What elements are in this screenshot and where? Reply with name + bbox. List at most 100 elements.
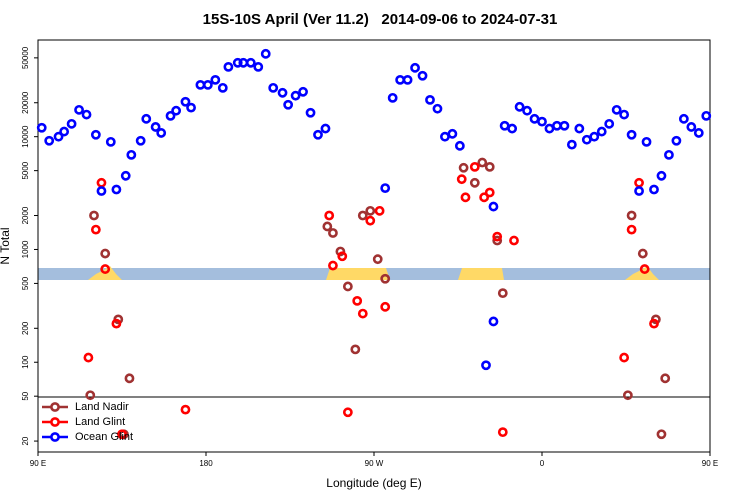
y-tick-label: 10000: [21, 125, 30, 148]
point: [432, 103, 443, 114]
point: [664, 149, 674, 160]
point: [481, 360, 491, 371]
point: [380, 273, 391, 284]
point: [328, 228, 338, 238]
point: [469, 177, 480, 188]
point: [566, 139, 577, 150]
point: [337, 251, 348, 262]
point: [492, 235, 503, 246]
point: [141, 113, 152, 124]
x-tick-label: 180: [199, 459, 213, 468]
point: [484, 187, 495, 198]
point: [660, 373, 671, 384]
x-tick-label: 90 E: [702, 459, 718, 468]
point: [604, 118, 615, 129]
point: [268, 82, 279, 93]
point: [342, 407, 353, 418]
point: [387, 92, 398, 103]
y-tick-label: 500: [21, 276, 30, 290]
point: [509, 235, 519, 246]
y-tick-label: 1000: [21, 240, 30, 258]
point: [120, 170, 131, 181]
point: [619, 352, 630, 363]
point: [634, 186, 644, 196]
point: [171, 105, 182, 116]
point: [447, 128, 458, 139]
point: [96, 186, 107, 196]
point: [85, 390, 96, 401]
point: [622, 390, 633, 401]
point: [469, 161, 480, 172]
point: [202, 79, 213, 90]
point: [150, 122, 161, 132]
point: [180, 96, 191, 107]
point: [678, 113, 689, 124]
point: [488, 316, 499, 327]
point: [298, 86, 308, 97]
point: [186, 102, 196, 113]
point: [537, 116, 547, 127]
point: [90, 224, 101, 235]
point: [105, 136, 116, 147]
point: [574, 123, 585, 134]
point: [322, 221, 333, 232]
point: [656, 170, 667, 181]
point: [124, 373, 135, 384]
y-tick-label: 50000: [21, 46, 30, 69]
point: [335, 246, 346, 257]
point: [81, 109, 92, 120]
point: [656, 429, 667, 440]
point: [357, 210, 368, 221]
y-tick-label: 5000: [21, 161, 30, 179]
point: [522, 105, 532, 116]
point: [626, 210, 637, 221]
legend-marker: [50, 432, 60, 442]
point: [456, 174, 467, 185]
point: [372, 254, 383, 265]
point: [342, 281, 353, 292]
point: [626, 129, 637, 140]
point: [454, 140, 465, 151]
point: [649, 184, 659, 195]
point: [83, 352, 94, 363]
point: [460, 192, 471, 203]
point: [693, 128, 704, 138]
point: [328, 260, 338, 271]
y-tick-label: 20: [21, 436, 30, 445]
point: [217, 82, 228, 93]
point: [596, 126, 607, 137]
point: [90, 129, 101, 140]
point: [365, 205, 376, 216]
point: [223, 61, 234, 72]
point: [352, 295, 363, 306]
chart-title: 15S-10S April (Ver 11.2) 2014-09-06 to 2…: [203, 11, 558, 28]
point: [53, 131, 64, 142]
point: [507, 123, 518, 134]
point: [305, 107, 316, 118]
point: [117, 429, 127, 440]
legend-marker: [50, 402, 60, 412]
point: [260, 48, 271, 59]
y-tick-label: 100: [21, 355, 30, 369]
point: [639, 264, 650, 274]
point: [100, 264, 111, 274]
point: [44, 135, 55, 146]
point: [313, 129, 323, 140]
point: [701, 110, 712, 121]
point: [324, 210, 335, 221]
point: [290, 90, 301, 101]
point: [488, 201, 499, 212]
point: [514, 101, 525, 112]
point: [365, 215, 376, 226]
land-band: [326, 268, 390, 280]
point: [210, 74, 221, 85]
point: [479, 192, 490, 203]
point: [497, 427, 508, 438]
y-axis-label: N Total: [0, 227, 12, 264]
point: [66, 118, 77, 129]
point: [425, 94, 435, 105]
point: [477, 157, 488, 168]
point: [637, 248, 648, 259]
